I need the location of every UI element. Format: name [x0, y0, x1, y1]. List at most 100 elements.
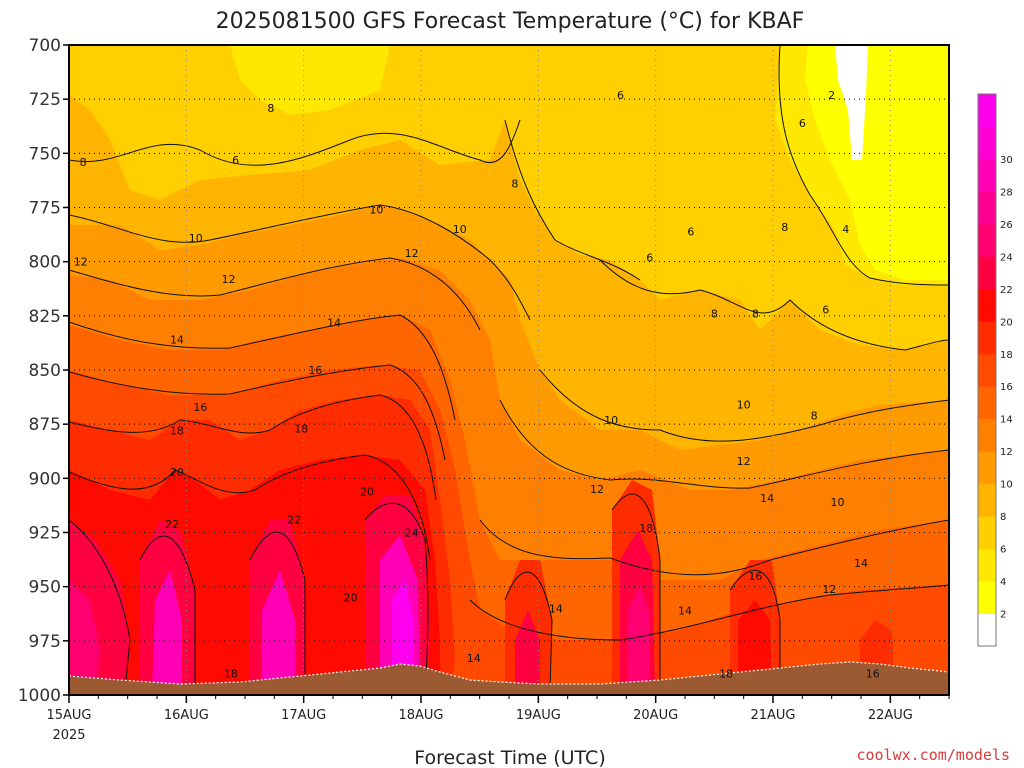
contour-label: 22 [287, 514, 301, 527]
contour-label: 12 [74, 256, 88, 269]
x-axis: 15AUG 16AUG 17AUG 18AUG 19AUG 20AUG 21AUG 22AUG [46, 695, 950, 723]
contour-label: 12 [590, 483, 604, 496]
band-left-top-inner [230, 45, 390, 115]
contour-label: 2 [828, 89, 835, 102]
contour-label: 24 [405, 527, 419, 540]
colorbar-tick-label: 4 [1000, 577, 1006, 588]
contour-label: 8 [752, 308, 759, 321]
colorbar-swatch [978, 386, 996, 420]
x-year-label: 2025 [52, 728, 85, 743]
contour-label: 10 [604, 414, 618, 427]
band-bright-yellow [805, 45, 949, 280]
colorbar-swatch [978, 126, 996, 160]
y-tick-label: 750 [29, 144, 61, 164]
colorbar-swatch [978, 613, 996, 647]
colorbar-swatch [978, 418, 996, 452]
colorbar-tick-label: 14 [1000, 415, 1013, 426]
colorbar-swatch [978, 516, 996, 550]
y-tick-label: 900 [29, 469, 61, 489]
y-tick-label: 825 [29, 307, 61, 327]
contour-label: 16 [748, 570, 762, 583]
core-17aug-inner [262, 570, 295, 695]
contour-label: 18 [294, 423, 308, 436]
contour-label: 12 [822, 583, 836, 596]
y-tick-label: 700 [29, 36, 61, 56]
credit-link[interactable]: coolwx.com/models [856, 746, 1010, 764]
colorbar-swatch [978, 256, 996, 290]
contour-label: 14 [467, 652, 481, 665]
contour-label: 6 [799, 117, 806, 130]
contour-label: 12 [405, 247, 419, 260]
contour-label: 6 [232, 154, 239, 167]
colorbar-tick-label: 18 [1000, 350, 1013, 361]
contour-label: 8 [267, 102, 274, 115]
contour-label: 18 [170, 425, 184, 438]
colorbar-tick-label: 24 [1000, 252, 1013, 263]
colorbar-swatch [978, 581, 996, 615]
grid [69, 45, 949, 695]
chart-title: 2025081500 GFS Forecast Temperature (°C)… [216, 9, 805, 34]
colorbar-swatch [978, 451, 996, 485]
x-tick-label: 20AUG [633, 708, 678, 723]
contour-label: 14 [549, 602, 563, 615]
x-tick-label: 15AUG [46, 708, 91, 723]
contour-label: 6 [617, 89, 624, 102]
colorbar-tick-label: 30 [1000, 155, 1013, 166]
x-tick-label: 16AUG [164, 708, 209, 723]
contour-label: 18 [719, 667, 733, 680]
contour-label: 22 [165, 518, 179, 531]
band-white [835, 45, 868, 160]
colorbar-tick-label: 2 [1000, 610, 1006, 621]
contour-label: 10 [453, 223, 467, 236]
contour-label: 18 [224, 667, 238, 680]
colorbar-swatch [978, 223, 996, 257]
colorbar-swatch [978, 353, 996, 387]
x-tick-label: 21AUG [750, 708, 795, 723]
contour-label: 6 [646, 251, 653, 264]
colorbar-swatch [978, 548, 996, 582]
contour-label: 8 [511, 178, 518, 191]
colorbar-tick-label: 26 [1000, 220, 1013, 231]
x-tick-label: 18AUG [398, 708, 443, 723]
y-tick-label: 875 [29, 415, 61, 435]
colorbar-tick-label: 12 [1000, 447, 1013, 458]
contour-label: 12 [737, 455, 751, 468]
core-left-inner [69, 580, 100, 695]
y-tick-label: 1000 [18, 686, 61, 706]
colorbar-swatch [978, 191, 996, 225]
contour-label: 20 [170, 466, 184, 479]
y-tick-label: 925 [29, 524, 61, 544]
core-20aug-inner [628, 585, 650, 695]
colorbar-tick-label: 6 [1000, 545, 1006, 556]
contour-label: 8 [811, 410, 818, 423]
x-tick-label: 17AUG [281, 708, 326, 723]
x-tick-label: 19AUG [516, 708, 561, 723]
colorbar-tick-label: 28 [1000, 187, 1013, 198]
y-axis: 700 725 750 775 800 825 850 875 900 925 950 975 1000 [18, 36, 69, 706]
contour-label: 14 [678, 605, 692, 618]
y-tick-label: 775 [29, 199, 61, 219]
contour-label: 4 [842, 223, 849, 236]
colorbar-tick-label: 8 [1000, 512, 1006, 523]
contour-label: 10 [189, 232, 203, 245]
contour-label: 12 [222, 273, 236, 286]
band-left-top [69, 45, 520, 200]
colorbar-tick-label: 20 [1000, 317, 1013, 328]
contour-label: 14 [854, 557, 868, 570]
contour-label: 6 [687, 225, 694, 238]
y-tick-label: 850 [29, 361, 61, 381]
colorbar-tick-label: 16 [1000, 382, 1013, 393]
terrain [69, 662, 949, 695]
x-axis-label: Forecast Time (UTC) [414, 747, 605, 768]
contour-label: 20 [344, 592, 358, 605]
contour-lines [69, 45, 949, 691]
y-tick-label: 800 [29, 253, 61, 273]
y-tick-label: 975 [29, 632, 61, 652]
colorbar-swatch [978, 321, 996, 355]
contour-label: 6 [822, 303, 829, 316]
contour-label: 16 [193, 401, 207, 414]
contour-label: 14 [170, 334, 184, 347]
